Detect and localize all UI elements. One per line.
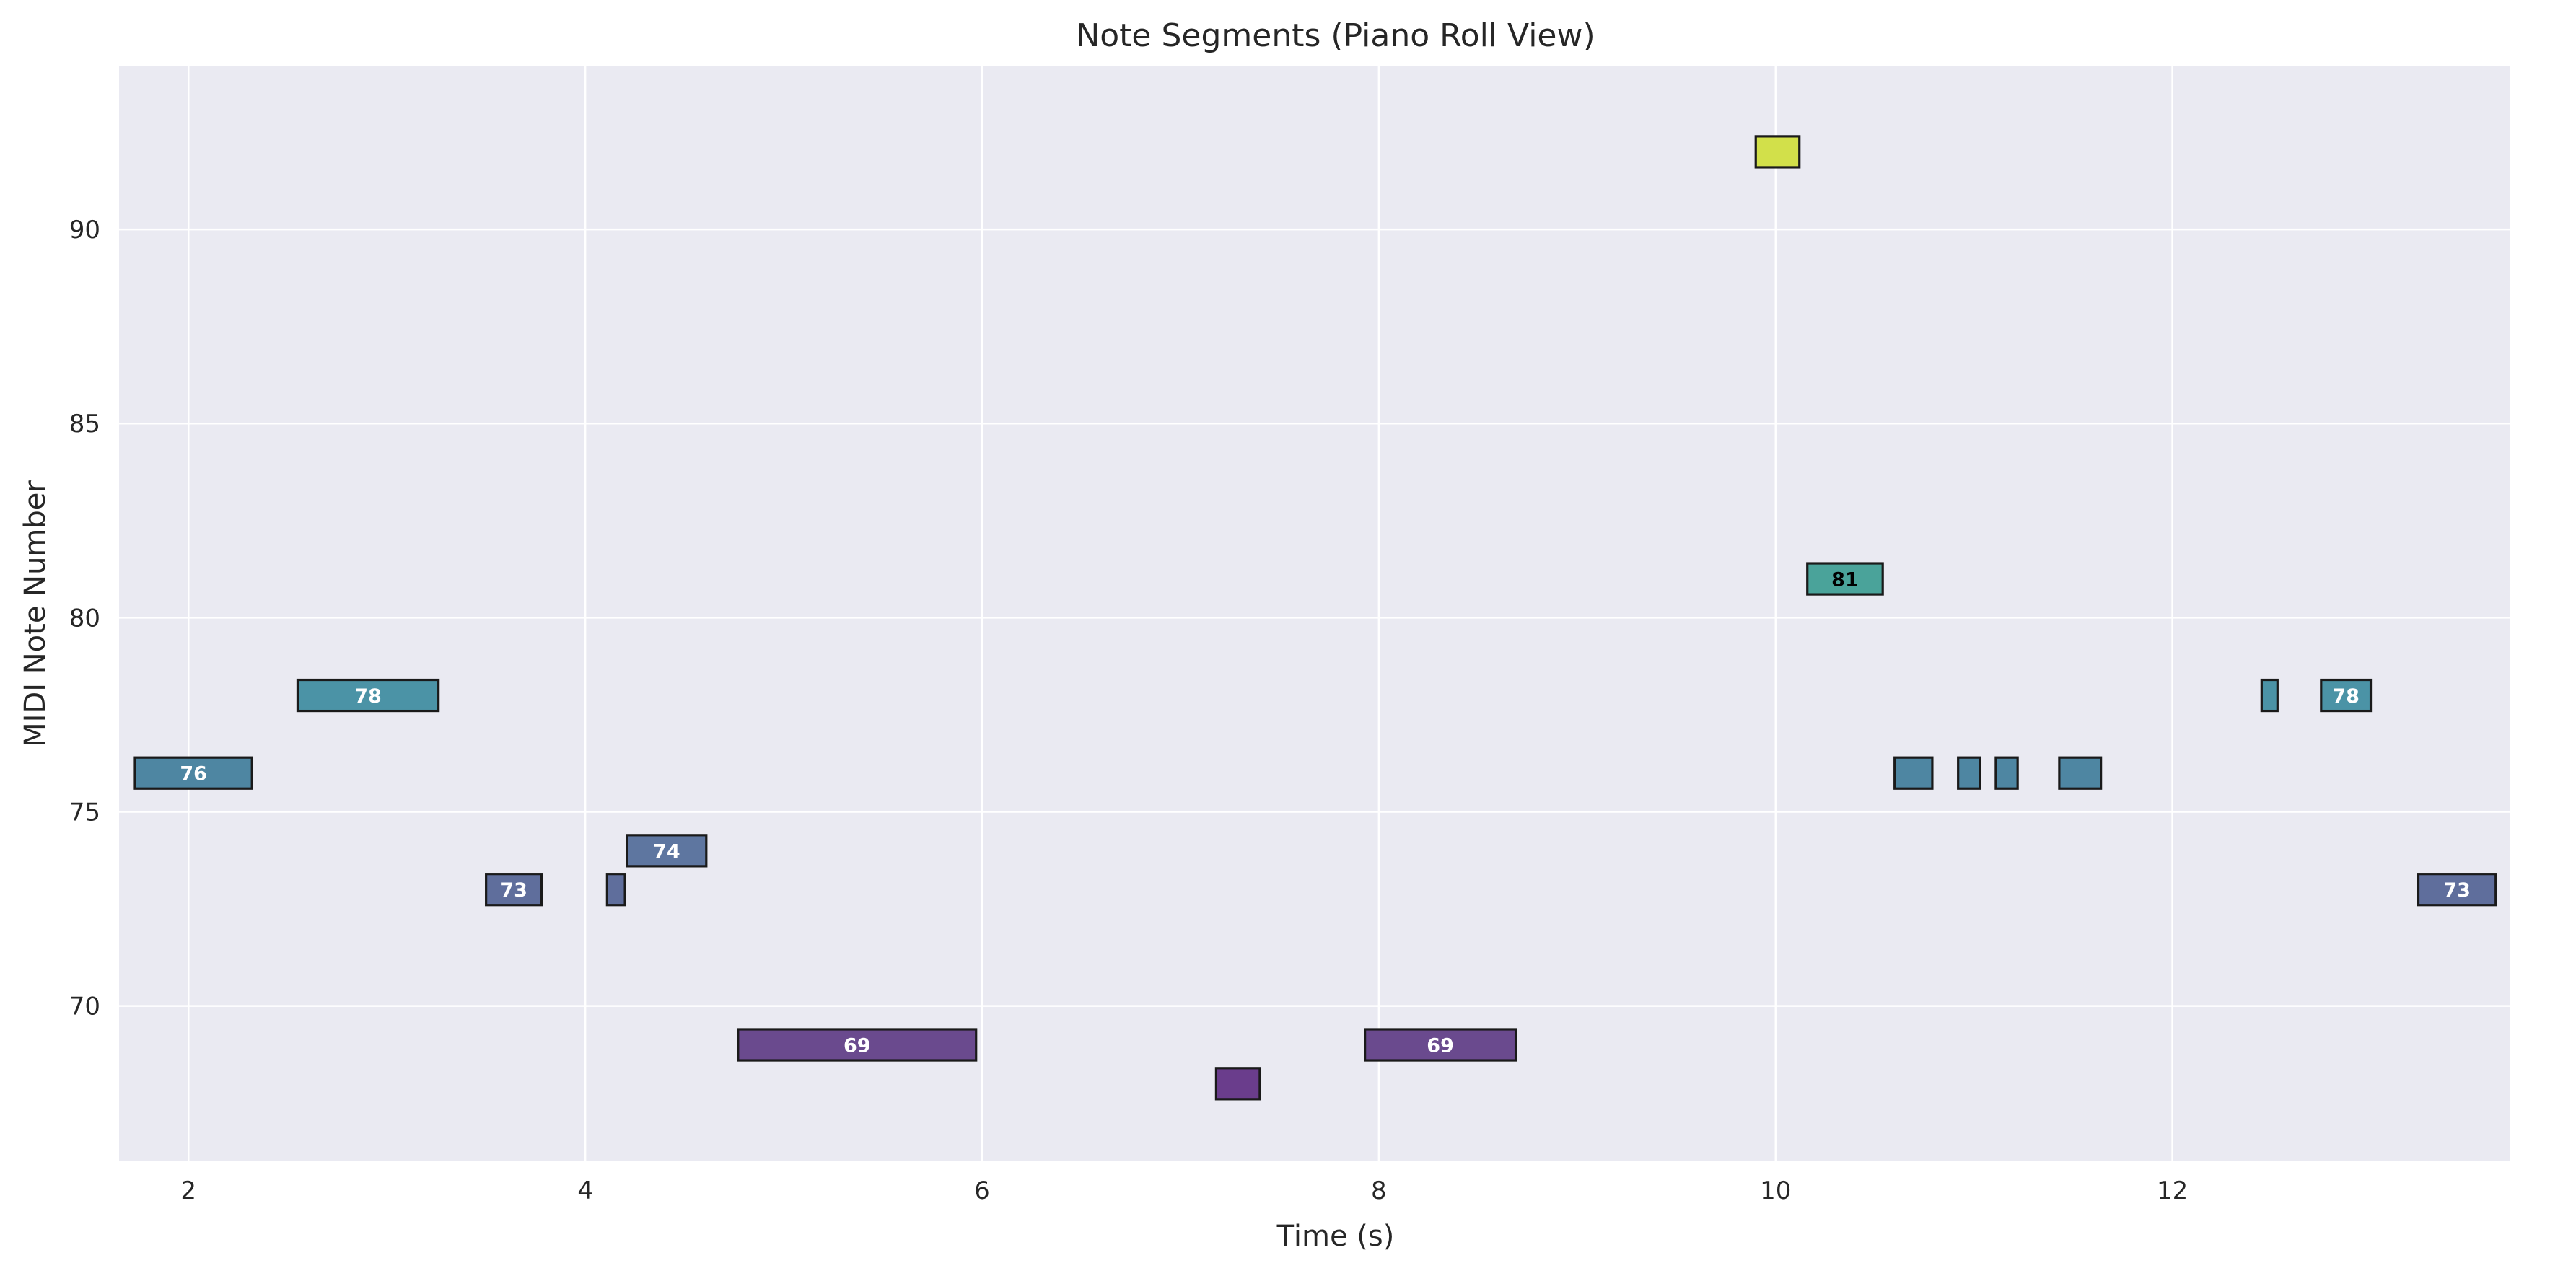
note-segment bbox=[296, 678, 440, 713]
note-segment bbox=[1893, 756, 1934, 790]
x-tick-label: 2 bbox=[180, 1176, 196, 1205]
note-segment bbox=[2058, 756, 2103, 790]
note-label: 81 bbox=[1831, 569, 1859, 591]
note-label: 73 bbox=[2443, 879, 2471, 902]
note-segment bbox=[2320, 678, 2373, 713]
note-segment bbox=[1754, 135, 1801, 169]
x-tick-label: 8 bbox=[1371, 1176, 1387, 1205]
note-label: 78 bbox=[354, 685, 382, 708]
note-segment bbox=[1214, 1067, 1261, 1101]
x-tick-label: 10 bbox=[1760, 1176, 1791, 1205]
note-label: 76 bbox=[180, 763, 207, 786]
y-tick-label: 90 bbox=[69, 216, 100, 245]
note-segment bbox=[2417, 873, 2497, 907]
x-tick-label: 4 bbox=[577, 1176, 593, 1205]
grid-lines bbox=[119, 66, 2510, 1161]
x-tick-labels: 2 4 6 8 10 12 bbox=[180, 1176, 2188, 1205]
y-tick-label: 70 bbox=[69, 993, 100, 1021]
note-label: 69 bbox=[844, 1035, 871, 1057]
note-segment bbox=[1806, 562, 1884, 596]
y-tick-label: 75 bbox=[69, 798, 100, 827]
note-segment bbox=[605, 873, 626, 907]
note-segment bbox=[1957, 756, 1981, 790]
y-tick-label: 85 bbox=[69, 410, 100, 439]
note-label: 73 bbox=[500, 879, 527, 902]
x-axis-label: Time (s) bbox=[1276, 1220, 1395, 1253]
note-segment bbox=[133, 756, 253, 790]
note-label: 69 bbox=[1427, 1035, 1454, 1057]
note-label: 78 bbox=[2332, 685, 2360, 708]
chart-title: Note Segments (Piano Roll View) bbox=[1076, 17, 1595, 54]
note-segment bbox=[626, 834, 708, 868]
x-tick-label: 12 bbox=[2157, 1176, 2188, 1205]
plot-area bbox=[119, 66, 2510, 1161]
x-tick-label: 6 bbox=[974, 1176, 990, 1205]
note-label: 74 bbox=[653, 840, 680, 863]
y-tick-label: 80 bbox=[69, 604, 100, 633]
note-segment bbox=[737, 1028, 978, 1062]
y-axis-label: MIDI Note Number bbox=[19, 480, 52, 747]
note-segment bbox=[1994, 756, 2019, 790]
y-tick-labels: 70 75 80 85 90 bbox=[69, 216, 100, 1021]
note-segment bbox=[485, 873, 543, 907]
note-segments: 76 78 73 74 69 69 81 78 73 bbox=[133, 135, 2497, 1101]
note-segment bbox=[1364, 1028, 1517, 1062]
note-segment bbox=[2260, 678, 2279, 713]
